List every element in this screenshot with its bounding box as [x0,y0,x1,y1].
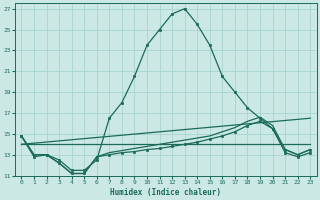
X-axis label: Humidex (Indice chaleur): Humidex (Indice chaleur) [110,188,221,197]
